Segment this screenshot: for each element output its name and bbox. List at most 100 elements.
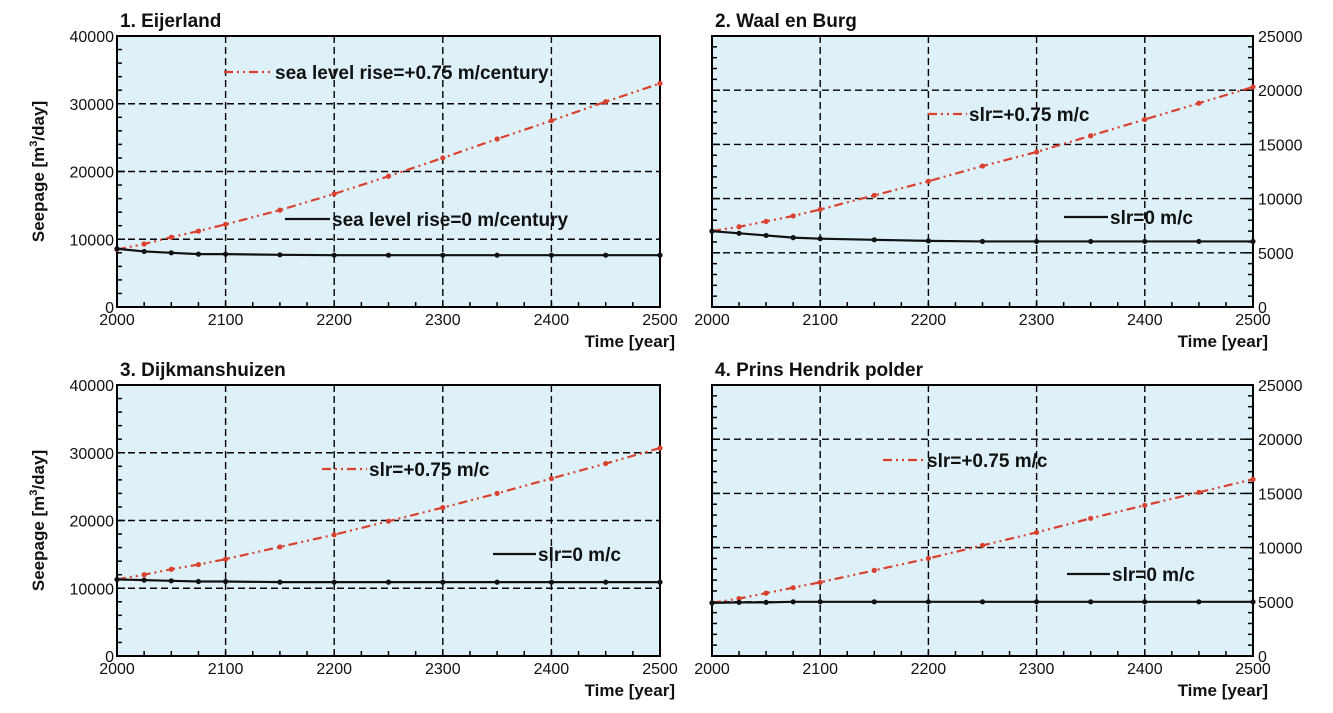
data-point [657,80,663,87]
data-point [1034,529,1040,536]
data-point [114,576,120,583]
data-point [817,599,823,605]
y-tick-label: 0 [1258,300,1267,317]
y-tick-label: 20000 [70,514,115,531]
data-point [736,599,742,605]
y-tick-label: 0 [1258,649,1267,666]
data-point [603,99,609,105]
data-point [440,155,446,161]
y-tick-label: 40000 [70,378,115,395]
plot-area [712,36,1253,307]
legend-label: slr=+0.75 m/c [969,105,1090,126]
panel-title: 1. Eijerland [120,11,221,32]
data-point [817,206,823,213]
data-point [223,578,229,585]
legend-label: slr=0 m/c [538,545,621,566]
x-tick-label: 2000 [99,661,135,678]
data-point [223,556,229,562]
data-point [440,505,446,511]
x-tick-label: 2100 [208,661,244,678]
data-point [548,252,555,258]
data-point [277,544,283,550]
data-point [168,234,174,240]
data-point [1250,476,1256,482]
data-point [925,599,932,605]
chart-panel-2: 2000 2100 2200 2300 2400 25000 5000 10000 15000 2… [694,11,1302,351]
x-tick-label: 2200 [911,312,947,329]
data-point [736,224,742,230]
data-point [1142,502,1148,508]
data-point [548,579,555,585]
data-point [925,238,932,244]
data-point [979,599,986,605]
data-point [385,518,392,524]
data-point [709,600,715,606]
data-point [657,252,663,258]
data-point [1250,84,1256,90]
y-tick-label: 15000 [1258,137,1303,154]
plot-frame [116,35,661,308]
panel-title: 2. Waal en Burg [715,11,857,32]
data-point [979,238,986,245]
data-point [548,118,555,124]
data-point [871,237,877,243]
data-point [385,173,392,179]
y-axis-title: Seepage [m3/day] [28,101,48,242]
x-tick-label: 2400 [534,312,570,329]
data-point [603,460,609,467]
data-point [790,213,796,219]
data-point [790,585,796,591]
y-tick-label: 40000 [70,29,115,46]
x-axis-title: Time [year] [585,681,675,700]
data-point [440,252,446,258]
y-tick-label: 10000 [1258,541,1303,558]
data-point [277,207,283,213]
data-point [141,577,147,583]
x-tick-label: 2400 [1127,661,1163,678]
data-point [1196,489,1202,495]
y-axis-title: Seepage [m3/day] [28,450,48,591]
data-point [817,579,823,585]
data-point [168,578,174,584]
x-tick-label: 2400 [534,661,570,678]
x-tick-label: 2200 [316,661,352,678]
data-point [141,248,147,255]
y-tick-label: 0 [105,300,114,317]
x-tick-label: 2300 [425,312,461,329]
x-tick-label: 2500 [642,661,678,678]
data-point [1250,238,1256,245]
y-tick-label: 25000 [1258,29,1303,46]
data-point [195,578,202,585]
data-point [817,236,823,242]
y-tick-label: 5000 [1258,595,1294,612]
y-tick-label: 25000 [1258,378,1303,395]
data-point [1142,116,1148,123]
y-tick-label: 0 [105,649,114,666]
data-point [763,218,769,224]
legend-label: sea level rise=+0.75 m/century [275,63,549,84]
chart-panel-4: 2000 2100 2200 2300 2400 25000 5000 10000 15000 2… [694,360,1302,700]
y-tick-label: 30000 [70,97,115,114]
y-tick-label: 10000 [1258,192,1303,209]
y-tick-label: 5000 [1258,246,1294,263]
data-point [1088,515,1094,521]
panel-title: 4. Prins Hendrik polder [715,360,924,381]
data-point [790,599,796,605]
chart-panel-3: 2000 2100 2200 2300 2400 2500 0 10000 20000 30000… [28,360,678,700]
plot-area [712,385,1253,656]
legend-label: slr=0 m/c [1112,565,1195,586]
x-tick-label: 2500 [1235,312,1271,329]
panel-title: 3. Dijkmanshuizen [120,360,286,381]
y-tick-label: 20000 [1258,432,1303,449]
data-point [1034,599,1040,605]
data-point [494,490,500,496]
x-axis-title: Time [year] [585,332,675,351]
y-tick-label: 20000 [70,165,115,182]
x-axis-title: Time [year] [1178,681,1268,700]
x-tick-label: 2300 [1019,661,1055,678]
y-tick-label: 10000 [70,232,115,249]
data-point [1196,238,1202,245]
data-point [1034,149,1040,155]
legend-label: slr=+0.75 m/c [927,451,1048,472]
data-point [1250,599,1256,605]
